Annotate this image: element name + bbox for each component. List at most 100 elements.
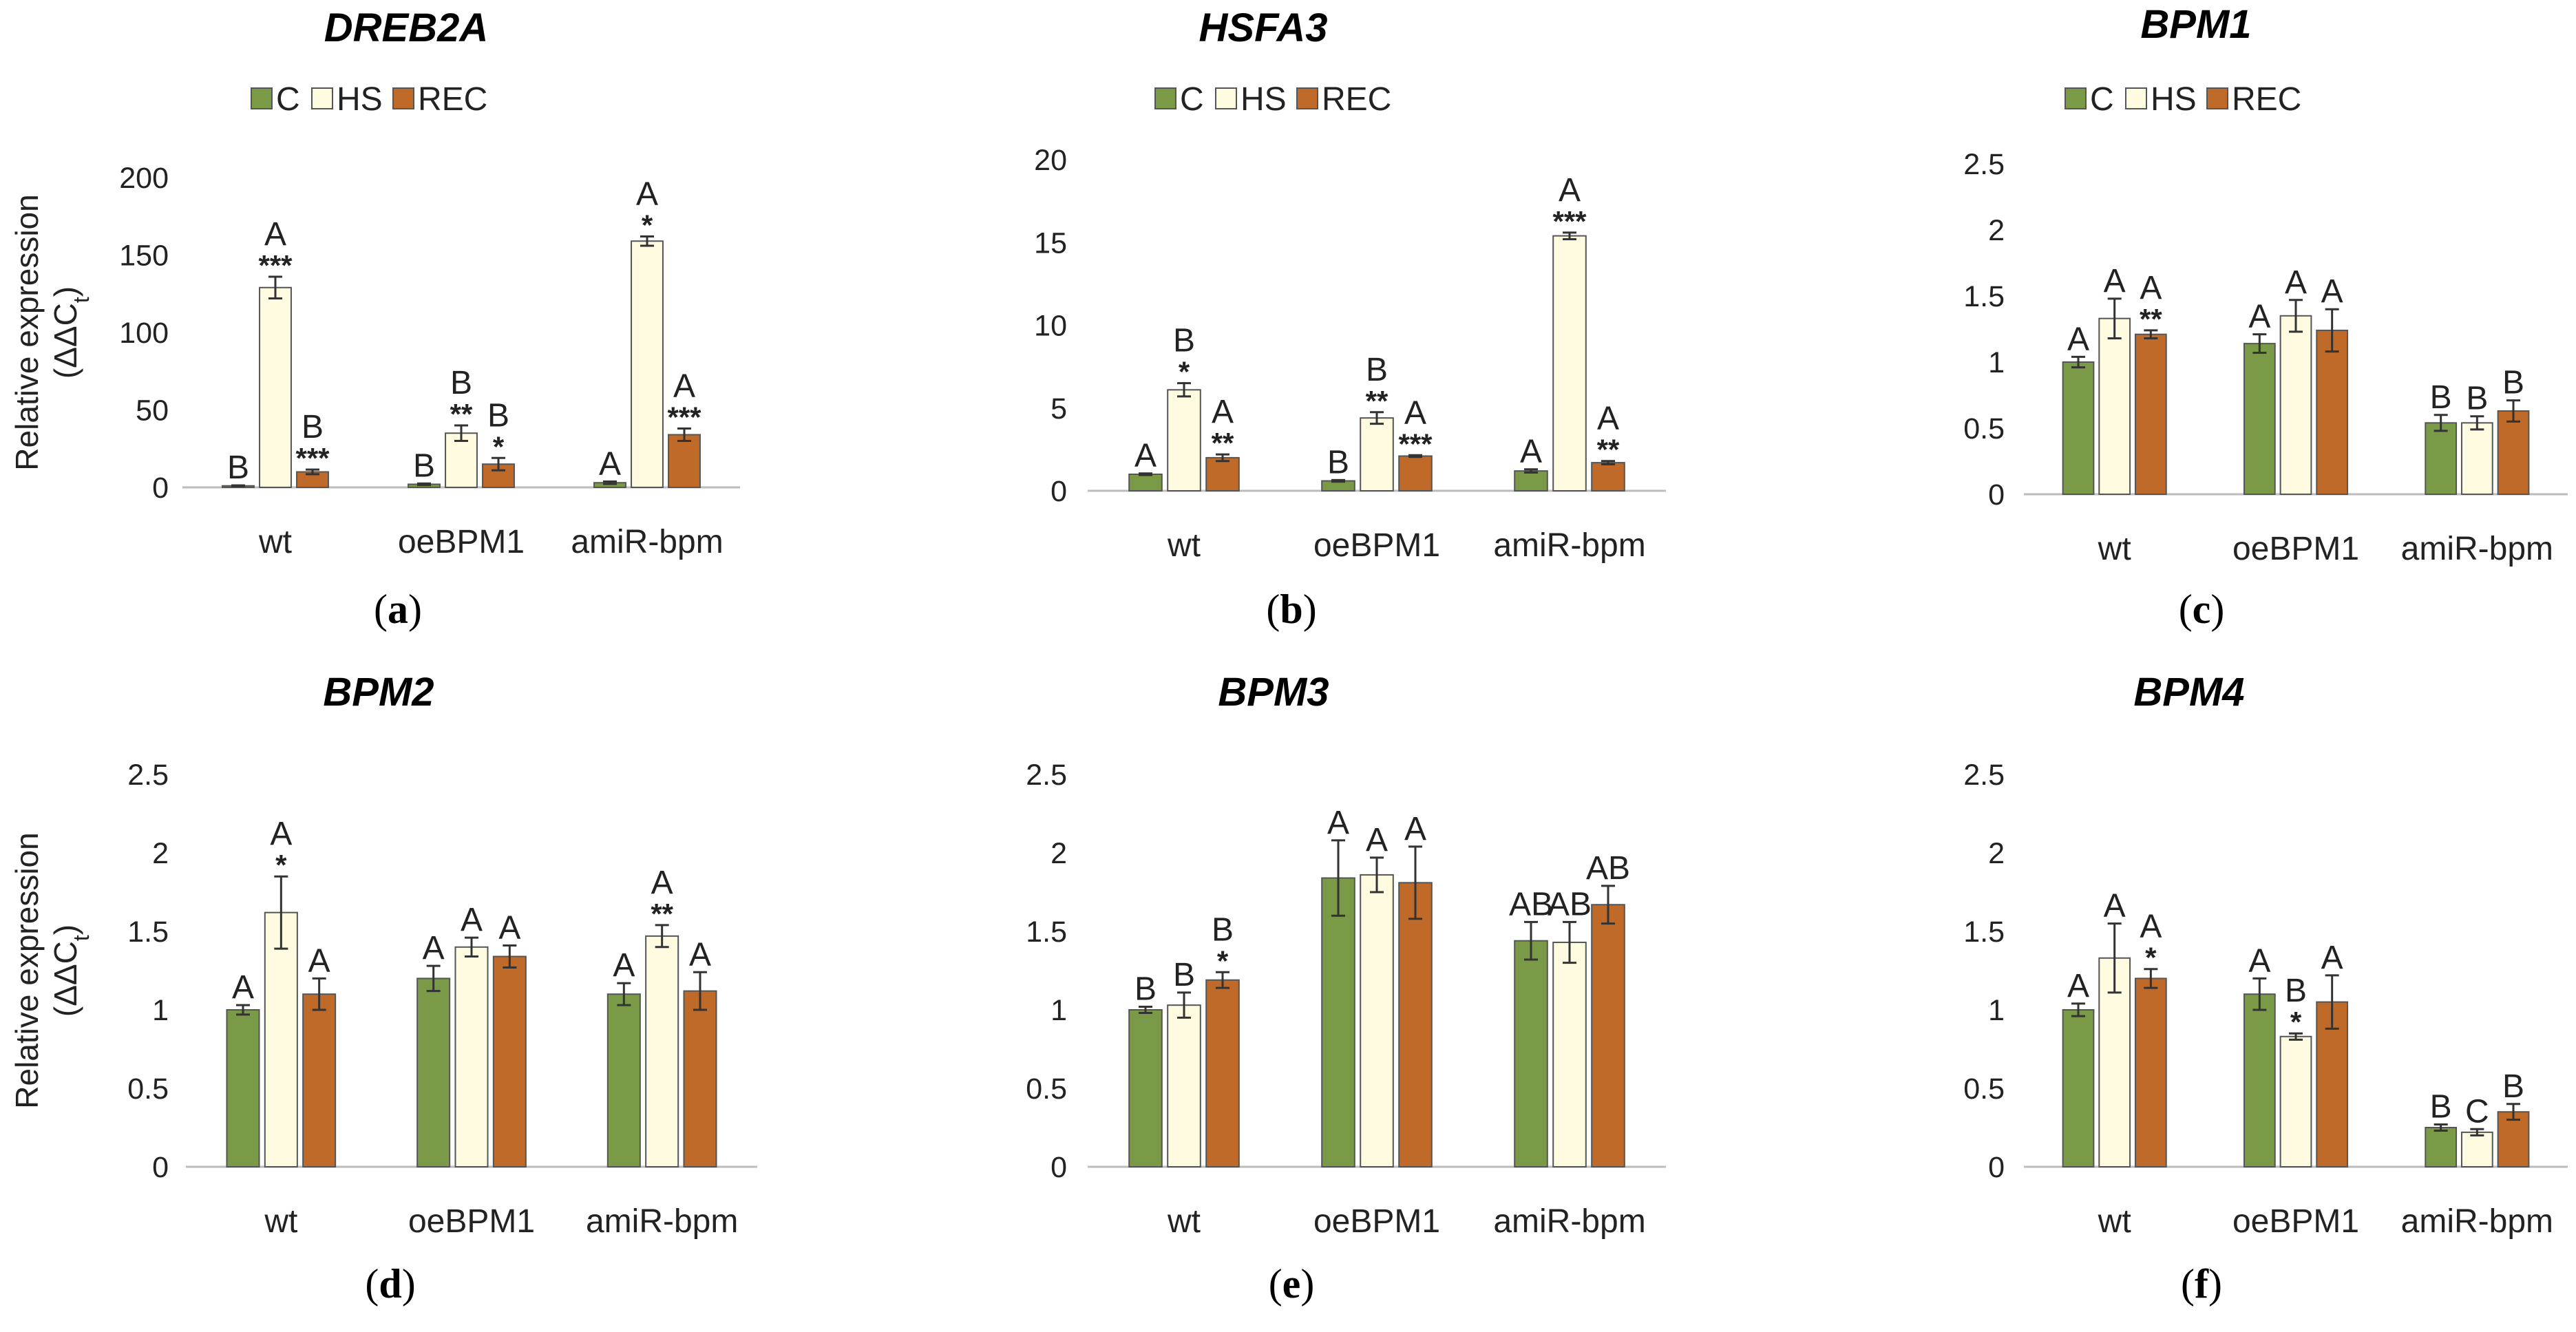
y-tick-label: 2.5 <box>1963 759 2005 792</box>
bar-hs <box>1552 941 1587 1167</box>
bar-rec <box>1591 904 1625 1167</box>
bar-rec <box>2316 329 2349 496</box>
bar-hs <box>631 240 664 488</box>
group-letter: A <box>2248 942 2270 979</box>
group-letter: A <box>2321 273 2343 310</box>
group-letter: A <box>2140 909 2162 945</box>
y-tick-label: 10 <box>1034 310 1067 343</box>
panel-label: (a) <box>374 586 422 632</box>
bar-c <box>606 993 641 1167</box>
group-letter: B <box>2430 1088 2452 1125</box>
significance-stars: * <box>275 849 287 881</box>
y-tick-label: 2.5 <box>127 759 169 792</box>
bar-c <box>1514 470 1548 492</box>
group-letter: B <box>2430 379 2452 416</box>
significance-stars: * <box>642 209 653 242</box>
x-category-label: oeBPM1 <box>2232 531 2359 567</box>
group-letter: A <box>1520 434 1542 470</box>
significance-stars: ** <box>1366 385 1389 417</box>
legend-label-c: C <box>2090 81 2114 118</box>
y-tick-label: 2.5 <box>1026 759 1067 792</box>
x-category-label: oeBPM1 <box>398 524 525 560</box>
group-letter: A <box>636 176 658 213</box>
legend: C HS REC <box>1154 81 1391 118</box>
group-letter: A <box>2321 940 2343 976</box>
y-tick-label: 20 <box>1034 144 1067 177</box>
bar-c <box>2425 1127 2458 1167</box>
group-letter: B <box>1212 911 1234 948</box>
group-letter: A <box>1327 805 1349 841</box>
significance-stars: ** <box>1597 434 1620 466</box>
bar-c <box>226 1009 260 1167</box>
x-category-label: amiR-bpm <box>1493 1203 1645 1240</box>
group-letter: A <box>613 947 635 984</box>
significance-stars: ** <box>450 398 473 430</box>
chart-title: BPM1 <box>2140 2 2251 47</box>
bar-c <box>2062 1009 2095 1167</box>
group-letter: B <box>413 447 435 484</box>
panel-label: (c) <box>2179 586 2225 632</box>
y-tick-label: 0.5 <box>1963 1072 2005 1106</box>
significance-stars: *** <box>1398 427 1433 460</box>
y-tick-label: 0.5 <box>127 1072 169 1106</box>
bar-c <box>2243 343 2276 495</box>
group-letter: A <box>2067 968 2089 1004</box>
x-category-label: amiR-bpm <box>2401 1203 2553 1240</box>
group-letter: B <box>227 450 249 486</box>
group-letter: B <box>1173 957 1195 993</box>
bar-hs <box>259 286 292 488</box>
chart-title: BPM4 <box>2133 670 2244 715</box>
significance-stars: *** <box>1552 205 1587 237</box>
bar-hs <box>1360 874 1394 1168</box>
group-letter: A <box>689 936 711 973</box>
significance-stars: ** <box>2140 303 2162 335</box>
group-letter: A <box>2285 264 2307 301</box>
bar-c <box>1128 1009 1163 1167</box>
group-letter: B <box>302 409 324 445</box>
y-tick-label: 2 <box>1988 214 2005 247</box>
significance-stars: * <box>2290 1006 2302 1038</box>
group-letter: A <box>498 910 520 947</box>
y-tick-label: 2.5 <box>1963 148 2005 181</box>
bar-c <box>1321 877 1355 1167</box>
group-letter: A <box>599 445 621 482</box>
x-category-label: oeBPM1 <box>408 1203 535 1240</box>
y-axis-label: Relative expression (ΔΔCt) <box>9 832 94 1108</box>
significance-stars: * <box>2145 942 2157 974</box>
x-category-label: amiR-bpm <box>2401 531 2553 567</box>
y-tick-label: 1.5 <box>1963 280 2005 313</box>
group-letter: A <box>1404 811 1426 847</box>
x-category-label: wt <box>1167 1203 1201 1240</box>
bar-hs <box>1167 389 1201 491</box>
bar-rec <box>2497 1111 2530 1167</box>
y-tick-label: 1.5 <box>1963 916 2005 949</box>
panel-label: (b) <box>1266 586 1316 632</box>
y-tick-label: 1 <box>1051 994 1067 1027</box>
y-tick-label: 150 <box>119 240 169 273</box>
bar-hs <box>2279 1035 2312 1168</box>
y-tick-label: 0 <box>1051 1151 1067 1184</box>
y-tick-label: 2 <box>1051 837 1067 870</box>
legend: C HS REC <box>251 81 487 118</box>
bar-c <box>416 977 451 1168</box>
chart-title: BPM2 <box>323 670 434 715</box>
x-category-label: oeBPM1 <box>1313 1203 1440 1240</box>
y-tick-label: 15 <box>1034 226 1067 260</box>
chart-title: DREB2A <box>324 6 489 50</box>
bar-c <box>2425 422 2458 496</box>
significance-stars: *** <box>258 249 293 282</box>
significance-stars: * <box>1179 356 1190 388</box>
chart-title: HSFA3 <box>1199 6 1328 50</box>
chart-panel-f: BPM400.511.522.5wtAA*AoeBPM1A*BAamiR-bpm… <box>1963 670 2568 1307</box>
bar-rec <box>1398 882 1433 1167</box>
legend-swatch-c <box>1154 87 1176 109</box>
y-tick-label: 5 <box>1051 392 1067 425</box>
group-letter: B <box>1173 323 1195 359</box>
bar-c <box>2062 361 2095 495</box>
bar-rec <box>668 434 701 488</box>
y-tick-label: 1.5 <box>127 916 169 949</box>
